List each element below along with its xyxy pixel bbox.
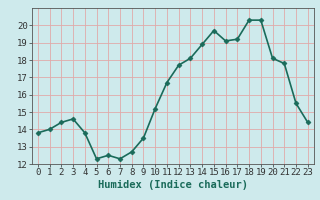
X-axis label: Humidex (Indice chaleur): Humidex (Indice chaleur)	[98, 180, 248, 190]
